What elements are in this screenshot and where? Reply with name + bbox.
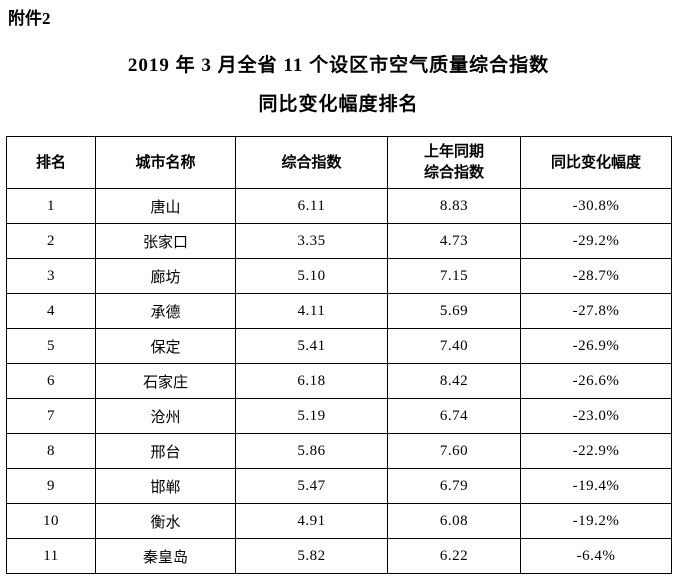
table-row: 7 沧州 5.19 6.74 -23.0% [6, 398, 672, 434]
cell-city: 保定 [95, 328, 236, 364]
cell-city: 唐山 [95, 188, 236, 224]
table-row: 5 保定 5.41 7.40 -26.9% [6, 328, 672, 364]
table-row: 4 承德 4.11 5.69 -27.8% [6, 293, 672, 329]
cell-city: 张家口 [95, 223, 236, 259]
cell-rank: 8 [6, 433, 96, 469]
header-prev-index: 上年同期 综合指数 [387, 136, 521, 189]
cell-prev-index: 4.73 [387, 223, 521, 259]
header-prev-index-line2: 综合指数 [423, 164, 484, 181]
cell-change: -19.4% [520, 468, 672, 504]
cell-city: 邯郸 [95, 468, 236, 504]
cell-change: -26.9% [520, 328, 672, 364]
table-row: 9 邯郸 5.47 6.79 -19.4% [6, 468, 672, 504]
table-body: 1 唐山 6.11 8.83 -30.8% 2 张家口 3.35 4.73 -2… [6, 188, 672, 574]
cell-city: 廊坊 [95, 258, 236, 294]
cell-index: 3.35 [235, 223, 388, 259]
cell-city: 承德 [95, 293, 236, 329]
cell-index: 4.11 [235, 293, 388, 329]
document-title-line1: 2019 年 3 月全省 11 个设区市空气质量综合指数 [127, 55, 550, 76]
cell-rank: 7 [6, 398, 96, 434]
cell-rank: 10 [6, 503, 96, 539]
document-title-line2: 同比变化幅度排名 [258, 94, 419, 115]
cell-index: 5.19 [235, 398, 388, 434]
header-change: 同比变化幅度 [520, 136, 672, 189]
cell-change: -23.0% [520, 398, 672, 434]
cell-index: 6.11 [235, 188, 388, 224]
table-row: 8 邢台 5.86 7.60 -22.9% [6, 433, 672, 469]
cell-change: -28.7% [520, 258, 672, 294]
cell-prev-index: 8.83 [387, 188, 521, 224]
cell-rank: 2 [6, 223, 96, 259]
cell-rank: 5 [6, 328, 96, 364]
cell-change: -29.2% [520, 223, 672, 259]
cell-rank: 3 [6, 258, 96, 294]
cell-prev-index: 7.40 [387, 328, 521, 364]
cell-change: -27.8% [520, 293, 672, 329]
cell-index: 5.41 [235, 328, 388, 364]
cell-index: 5.82 [235, 538, 388, 574]
cell-index: 6.18 [235, 363, 388, 399]
cell-city: 秦皇岛 [95, 538, 236, 574]
cell-rank: 11 [6, 538, 96, 574]
cell-prev-index: 8.42 [387, 363, 521, 399]
header-index: 综合指数 [235, 136, 388, 189]
table-row: 1 唐山 6.11 8.83 -30.8% [6, 188, 672, 224]
header-rank: 排名 [6, 136, 96, 189]
table-row: 11 秦皇岛 5.82 6.22 -6.4% [6, 538, 672, 574]
table-row: 2 张家口 3.35 4.73 -29.2% [6, 223, 672, 259]
cell-index: 5.10 [235, 258, 388, 294]
table-row: 3 廊坊 5.10 7.15 -28.7% [6, 258, 672, 294]
cell-prev-index: 6.74 [387, 398, 521, 434]
table-header-row: 排名 城市名称 综合指数 上年同期 综合指数 同比变化幅度 [6, 136, 672, 189]
cell-index: 5.86 [235, 433, 388, 469]
table-row: 10 衡水 4.91 6.08 -19.2% [6, 503, 672, 539]
cell-change: -6.4% [520, 538, 672, 574]
cell-rank: 9 [6, 468, 96, 504]
cell-index: 4.91 [235, 503, 388, 539]
cell-prev-index: 6.08 [387, 503, 521, 539]
cell-rank: 6 [6, 363, 96, 399]
cell-prev-index: 7.60 [387, 433, 521, 469]
cell-city: 石家庄 [95, 363, 236, 399]
air-quality-ranking-table: 排名 城市名称 综合指数 上年同期 综合指数 同比变化幅度 1 唐山 6.11 … [6, 136, 672, 574]
cell-change: -30.8% [520, 188, 672, 224]
cell-change: -19.2% [520, 503, 672, 539]
cell-prev-index: 6.79 [387, 468, 521, 504]
cell-change: -22.9% [520, 433, 672, 469]
attachment-label: 附件2 [8, 9, 51, 28]
table-row: 6 石家庄 6.18 8.42 -26.6% [6, 363, 672, 399]
cell-index: 5.47 [235, 468, 388, 504]
cell-rank: 4 [6, 293, 96, 329]
header-prev-index-line1: 上年同期 [423, 143, 484, 160]
cell-prev-index: 5.69 [387, 293, 521, 329]
cell-city: 沧州 [95, 398, 236, 434]
cell-change: -26.6% [520, 363, 672, 399]
cell-city: 衡水 [95, 503, 236, 539]
cell-rank: 1 [6, 188, 96, 224]
cell-prev-index: 7.15 [387, 258, 521, 294]
cell-prev-index: 6.22 [387, 538, 521, 574]
cell-city: 邢台 [95, 433, 236, 469]
header-city: 城市名称 [95, 136, 236, 189]
